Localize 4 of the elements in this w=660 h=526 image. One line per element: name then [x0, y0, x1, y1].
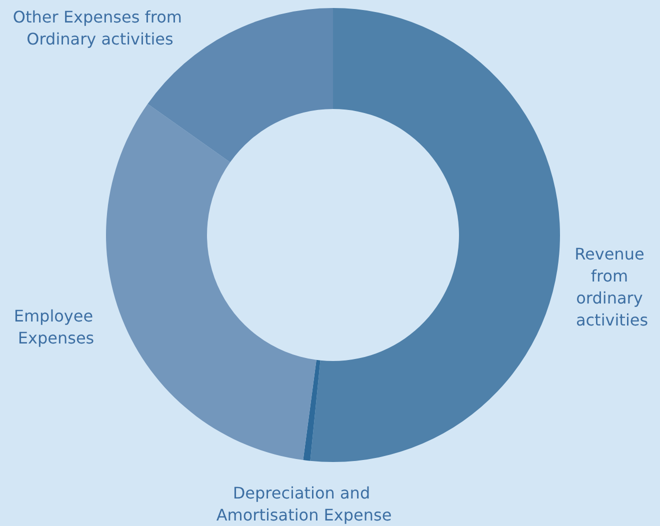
slice-label: Employee Expenses [14, 306, 98, 348]
slice-label: Depreciation and Amortisation Expense [216, 484, 392, 524]
slice-label: Other Expenses from Ordinary activities [12, 8, 188, 48]
slice-label: Revenue from ordinary activities [574, 244, 650, 330]
